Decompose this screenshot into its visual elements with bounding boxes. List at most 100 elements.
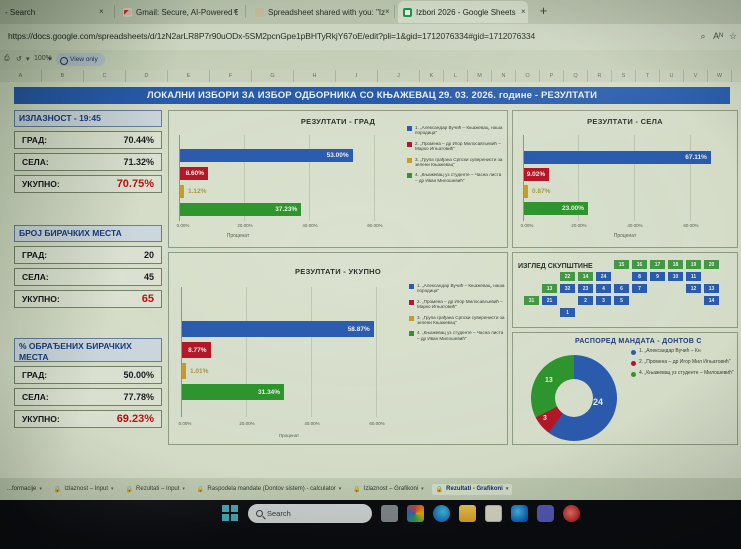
bar-series-3: 1.12% xyxy=(180,185,206,198)
column-header-c[interactable]: C xyxy=(84,70,126,82)
tab-close-icon[interactable]: × xyxy=(233,7,238,16)
column-header-g[interactable]: G xyxy=(252,70,294,82)
chart-title: РЕЗУЛТАТИ - СЕЛА xyxy=(587,117,663,126)
column-header-o[interactable]: O xyxy=(516,70,540,82)
media-player-icon[interactable] xyxy=(563,505,580,522)
column-header-m[interactable]: M xyxy=(468,70,492,82)
column-header-e[interactable]: E xyxy=(168,70,210,82)
view-only-badge[interactable]: View only xyxy=(56,53,105,66)
outlook-icon[interactable] xyxy=(511,505,528,522)
seat-2: 2 xyxy=(577,295,594,306)
x-tick: 0.00% xyxy=(520,223,534,228)
toolbar-caret-2[interactable]: ▾ xyxy=(48,56,52,63)
seat-3: 3 xyxy=(595,295,612,306)
sheet-tab-5[interactable]: 🔒 Rezultati - Grafikoni ▾ xyxy=(431,483,513,495)
sheet-tab-3[interactable]: 🔒 Raspodela mandate (Dontov sistem) - cal… xyxy=(193,484,345,495)
x-tick: 20.00% xyxy=(571,223,587,228)
legend-item: 4. „Књажевац уз студенте – Часна листа –… xyxy=(407,172,503,183)
task-view-icon[interactable] xyxy=(381,505,398,522)
bar-value-label: 31.34% xyxy=(258,388,281,396)
sheet-tab-0[interactable]: ...formacije ▾ xyxy=(3,484,46,494)
search-input[interactable]: Search xyxy=(248,504,372,523)
sheet-tab-1[interactable]: 🔒 Izlaznost – Input ▾ xyxy=(50,484,118,495)
browser-tab-search[interactable]: - Search xyxy=(0,1,110,23)
tab-close-icon[interactable]: × xyxy=(385,7,390,16)
legend-item: 1. „Александар Вучић – Књажевац, наша по… xyxy=(407,125,503,136)
chevron-down-icon[interactable]: ▾ xyxy=(39,486,42,492)
tab-close-icon[interactable]: × xyxy=(99,7,104,16)
column-header-s[interactable]: S xyxy=(612,70,636,82)
browser-tab-izbori-2026[interactable]: Izbori 2026 - Google Sheets xyxy=(398,1,528,23)
chart-parliament-seatmap[interactable]: ИЗГЛЕД СКУПШТИНЕ 31 21 13 32 22 14 23 2 1 24 4 3 15 6… xyxy=(512,252,738,328)
chart-rezultati-ukupno[interactable]: РЕЗУЛТАТИ - УКУПНО 58.87% 8.77% 1.01% 31… xyxy=(168,252,508,445)
chevron-down-icon[interactable]: ▾ xyxy=(505,486,509,492)
file-explorer-icon[interactable] xyxy=(459,505,476,522)
sheet-tab-bar[interactable]: ...formacije ▾ 🔒 Izlaznost – Input ▾ 🔒 Rezulta… xyxy=(0,478,741,500)
column-header-a[interactable]: A xyxy=(0,70,42,82)
chart-rezultati-sela[interactable]: РЕЗУЛТАТИ - СЕЛА 67.11% 9.02% 0.87% 23.0… xyxy=(512,110,738,248)
stat-row: СЕЛА: 77.78% xyxy=(14,388,162,406)
dashboard-banner: ЛОКАЛНИ ИЗБОРИ ЗА ИЗБОР ОДБОРНИКА СО КЊА… xyxy=(14,87,730,104)
column-header-b[interactable]: B xyxy=(42,70,84,82)
browser-tab-gmail[interactable]: Gmail: Secure, AI-Powered Email f xyxy=(118,1,238,23)
sheets-toolbar[interactable]: ⎙ ↺ ▾ 100% ▾ View only xyxy=(0,50,741,70)
windows-taskbar: Search xyxy=(0,500,741,549)
column-header-j[interactable]: J xyxy=(378,70,420,82)
reader-mode-icon[interactable]: Aᴺ xyxy=(713,31,723,41)
legend-swatch-yellow xyxy=(407,157,412,163)
sheet-tab-2[interactable]: 🔒 Rezultati – Input ▾ xyxy=(122,484,189,495)
column-header-d[interactable]: D xyxy=(126,70,168,82)
x-axis-label: Проценат xyxy=(278,433,300,438)
column-header-r[interactable]: R xyxy=(588,70,612,82)
tab-close-icon[interactable]: × xyxy=(521,7,526,16)
chevron-down-icon[interactable]: ▾ xyxy=(111,486,114,492)
teams-icon[interactable] xyxy=(537,505,554,522)
copilot-icon[interactable] xyxy=(407,505,424,522)
store-icon[interactable] xyxy=(485,505,502,522)
chart-rezultati-grad[interactable]: РЕЗУЛТАТИ - ГРАД 53.00% 8.60% 1.12% 37.2… xyxy=(168,110,508,248)
chevron-down-icon[interactable]: ▾ xyxy=(421,486,424,492)
legend-item: 1. „Александар Вучић – Књажевац, наша по… xyxy=(409,283,506,294)
edge-icon[interactable] xyxy=(433,505,450,522)
column-header-w[interactable]: W xyxy=(708,70,732,82)
print-icon[interactable]: ⎙ xyxy=(4,55,10,62)
bar-series-1: 53.00% xyxy=(180,149,353,162)
seat-15: 15 xyxy=(613,259,630,270)
column-header-h[interactable]: H xyxy=(294,70,336,82)
toolbar-caret-1[interactable]: ▾ xyxy=(26,56,30,63)
column-header-q[interactable]: Q xyxy=(564,70,588,82)
column-header-f[interactable]: F xyxy=(210,70,252,82)
stat-value: 70.75% xyxy=(116,178,154,190)
seat-9: 9 xyxy=(649,271,666,282)
column-header-i[interactable]: I xyxy=(336,70,378,82)
address-bar[interactable]: https://docs.google.com/spreadsheets/d/1… xyxy=(0,24,741,50)
bar-value-label: 37.23% xyxy=(275,206,298,213)
legend-swatch-green xyxy=(631,372,636,377)
column-header-k[interactable]: K xyxy=(420,70,444,82)
banner-title: ЛОКАЛНИ ИЗБОРИ ЗА ИЗБОР ОДБОРНИКА СО КЊА… xyxy=(146,90,598,101)
chart-mandate-donut[interactable]: РАСПОРЕД МАНДАТА - ДОНТОВ С 24 3 13 1. „… xyxy=(512,332,738,445)
column-header-u[interactable]: U xyxy=(660,70,684,82)
column-header-t[interactable]: T xyxy=(636,70,660,82)
undo-icon[interactable]: ↺ xyxy=(16,56,22,63)
column-header-x[interactable]: X xyxy=(732,70,741,82)
column-header-l[interactable]: L xyxy=(444,70,468,82)
bar-value-label: 0.87% xyxy=(532,188,551,195)
legend-label: 2. „Промена – др Игор Милосављевић – Мар… xyxy=(417,298,503,310)
seat-24: 24 xyxy=(595,271,612,282)
seat-23: 23 xyxy=(577,283,594,294)
column-header-v[interactable]: V xyxy=(684,70,708,82)
browser-window: - Search × Gmail: Secure, AI-Powered Ema… xyxy=(0,0,741,500)
favorite-star-icon[interactable]: ☆ xyxy=(728,31,738,41)
browser-tab-spreadsheet-shared[interactable]: Spreadsheet shared with you: "Izl xyxy=(250,1,385,23)
chevron-down-icon[interactable]: ▾ xyxy=(182,486,185,492)
sheet-tab-4[interactable]: 🔒 Izlaznost – Grafikoni ▾ xyxy=(349,484,427,495)
panel-processed-stations: % ОБРАЂЕНИХ БИРАЧКИХ МЕСТА ГРАД: 50.00% … xyxy=(14,338,162,428)
search-icon[interactable]: ⌕ xyxy=(700,31,706,41)
column-header-n[interactable]: N xyxy=(492,70,516,82)
column-header-p[interactable]: P xyxy=(540,70,564,82)
start-icon[interactable] xyxy=(222,505,239,522)
chevron-down-icon[interactable]: ▾ xyxy=(338,486,342,492)
stat-value: 77.78% xyxy=(123,392,154,402)
new-tab-icon[interactable]: + xyxy=(539,3,548,18)
